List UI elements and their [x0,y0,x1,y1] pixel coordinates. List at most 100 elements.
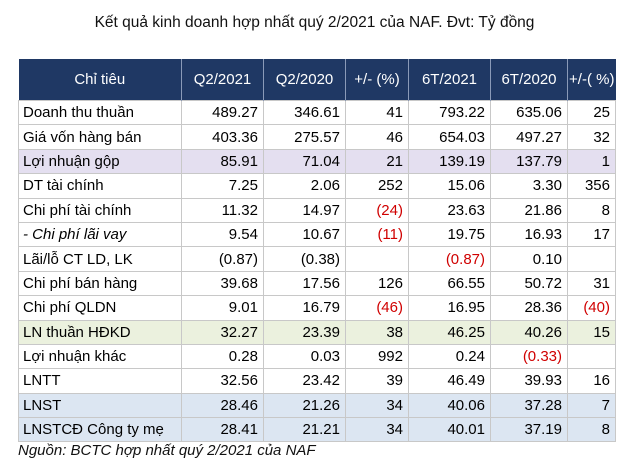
source-note: Nguồn: BCTC hợp nhất quý 2/2021 của NAF [18,442,316,459]
cell-q2-2020: 23.39 [263,319,346,345]
cell-change-quarter: 252 [345,173,409,199]
cell-change-quarter [345,246,409,272]
table-title: Kết quả kinh doanh hợp nhất quý 2/2021 c… [94,14,535,31]
table-row: - Chi phí lãi vay 9.54 10.67 (11) 19.75 … [18,221,616,248]
row-label: LN thuần HĐKD [18,319,182,345]
row-label: Giá vốn hàng bán [18,124,182,150]
cell-change-quarter: 992 [345,343,409,370]
cell-6t-2020: 16.93 [490,221,568,248]
row-label: LNSTCĐ Công ty mẹ [18,417,182,443]
cell-q2-2020: 275.57 [263,124,346,150]
cell-q2-2021: 7.25 [181,173,264,199]
cell-6t-2021: 15.06 [408,173,491,199]
row-label: Doanh thu thuần [18,99,182,126]
cell-6t-2020: 40.26 [490,319,568,345]
cell-6t-2021: 40.06 [408,392,491,419]
cell-6t-2020: 28.36 [490,295,568,321]
cell-6t-2020: 21.86 [490,197,568,223]
cell-q2-2021: (0.87) [181,246,264,272]
cell-q2-2021: 9.54 [181,221,264,248]
cell-change-quarter: 39 [345,368,409,394]
cell-change-quarter: 38 [345,319,409,345]
cell-q2-2020: 21.26 [263,392,346,419]
cell-change-half: 8 [567,417,616,443]
cell-change-quarter: (11) [345,221,409,248]
cell-6t-2020: 50.72 [490,270,568,297]
cell-change-quarter: (24) [345,197,409,223]
table-row: LNST 28.46 21.26 34 40.06 37.28 7 [18,392,616,419]
cell-q2-2020: 21.21 [263,417,346,443]
cell-change-half: 7 [567,392,616,419]
row-label: DT tài chính [18,173,182,199]
cell-6t-2020: 137.79 [490,148,568,175]
cell-q2-2021: 9.01 [181,295,264,321]
cell-q2-2021: 32.27 [181,319,264,345]
cell-q2-2021: 32.56 [181,368,264,394]
cell-change-quarter: 34 [345,417,409,443]
table-row: Lợi nhuận khác 0.28 0.03 992 0.24 (0.33) [18,343,616,370]
header-q2-2020: Q2/2020 [263,59,346,101]
cell-q2-2020: (0.38) [263,246,346,272]
cell-6t-2021: 40.01 [408,417,491,443]
cell-6t-2021: 46.25 [408,319,491,345]
cell-change-half: 356 [567,173,616,199]
cell-6t-2020: 37.19 [490,417,568,443]
cell-q2-2021: 0.28 [181,343,264,370]
table-row: Chi phí tài chính 11.32 14.97 (24) 23.63… [18,197,616,223]
header-change-half: +/-( %) [567,59,616,101]
cell-6t-2021: 793.22 [408,99,491,126]
row-label: Chi phí bán hàng [18,270,182,297]
cell-6t-2021: 654.03 [408,124,491,150]
header-change-quarter: +/- (%) [345,59,409,101]
cell-change-half [567,246,616,272]
table-row: Doanh thu thuần 489.27 346.61 41 793.22 … [18,99,616,126]
row-label: Chi phí tài chính [18,197,182,223]
table-row: DT tài chính 7.25 2.06 252 15.06 3.30 35… [18,173,616,199]
cell-change-half: 17 [567,221,616,248]
cell-q2-2020: 17.56 [263,270,346,297]
cell-change-half [567,343,616,370]
table-row: Lợi nhuận gộp 85.91 71.04 21 139.19 137.… [18,148,616,175]
header-6t-2020: 6T/2020 [490,59,568,101]
cell-6t-2020: 39.93 [490,368,568,394]
cell-change-quarter: 126 [345,270,409,297]
cell-q2-2021: 85.91 [181,148,264,175]
row-label: LNST [18,392,182,419]
table-row: Chi phí bán hàng 39.68 17.56 126 66.55 5… [18,270,616,297]
cell-6t-2021: 23.63 [408,197,491,223]
cell-6t-2020: 497.27 [490,124,568,150]
cell-change-quarter: (46) [345,295,409,321]
table-row: Giá vốn hàng bán 403.36 275.57 46 654.03… [18,124,616,150]
cell-6t-2020: (0.33) [490,343,568,370]
cell-change-quarter: 46 [345,124,409,150]
cell-6t-2021: 16.95 [408,295,491,321]
cell-6t-2021: 46.49 [408,368,491,394]
row-label: Lợi nhuận gộp [18,148,182,175]
cell-6t-2021: (0.87) [408,246,491,272]
cell-6t-2021: 66.55 [408,270,491,297]
cell-q2-2021: 489.27 [181,99,264,126]
cell-change-half: 25 [567,99,616,126]
header-6t-2021: 6T/2021 [408,59,491,101]
row-label: Lợi nhuận khác [18,343,182,370]
cell-6t-2020: 635.06 [490,99,568,126]
row-label: - Chi phí lãi vay [18,221,182,248]
header-row: Chỉ tiêu Q2/2021 Q2/2020 +/- (%) 6T/2021… [18,59,616,101]
header-q2-2021: Q2/2021 [181,59,264,101]
cell-6t-2020: 3.30 [490,173,568,199]
cell-change-half: 32 [567,124,616,150]
cell-q2-2021: 39.68 [181,270,264,297]
cell-q2-2021: 403.36 [181,124,264,150]
table-row: LN thuần HĐKD 32.27 23.39 38 46.25 40.26… [18,319,616,345]
cell-change-quarter: 34 [345,392,409,419]
cell-6t-2021: 139.19 [408,148,491,175]
cell-q2-2020: 71.04 [263,148,346,175]
cell-q2-2020: 2.06 [263,173,346,199]
cell-change-quarter: 41 [345,99,409,126]
cell-change-quarter: 21 [345,148,409,175]
cell-change-half: 16 [567,368,616,394]
row-label: LNTT [18,368,182,394]
table-row: LNSTCĐ Công ty mẹ 28.41 21.21 34 40.01 3… [18,417,616,443]
table-row: Chi phí QLDN 9.01 16.79 (46) 16.95 28.36… [18,295,616,321]
table-row: Lãi/lỗ CT LD, LK (0.87) (0.38) (0.87) 0.… [18,246,616,272]
